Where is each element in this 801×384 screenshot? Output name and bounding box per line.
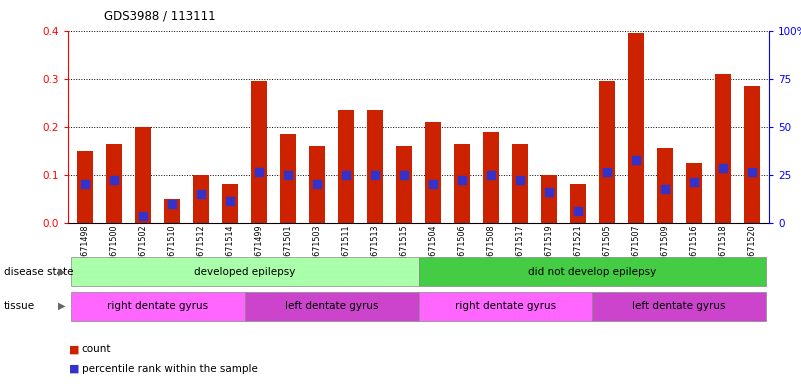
Text: GDS3988 / 113111: GDS3988 / 113111 [104, 10, 215, 23]
Bar [541, 175, 557, 223]
Point [79, 181, 92, 187]
Point [745, 169, 758, 175]
Bar [252, 81, 268, 223]
Bar [193, 175, 209, 223]
Bar [570, 184, 586, 223]
Point [427, 181, 440, 187]
Bar [743, 86, 759, 223]
Point [340, 172, 352, 178]
Text: disease state: disease state [4, 266, 74, 277]
Text: tissue: tissue [4, 301, 35, 311]
Text: developed epilepsy: developed epilepsy [194, 266, 296, 277]
Text: left dentate gyrus: left dentate gyrus [285, 301, 378, 311]
Point [542, 189, 555, 195]
Point [630, 157, 642, 164]
Point [687, 179, 700, 185]
Text: count: count [82, 344, 111, 354]
Bar [164, 199, 180, 223]
Point [223, 198, 236, 204]
Point [571, 208, 584, 214]
Text: ▶: ▶ [58, 301, 66, 311]
Bar [714, 74, 731, 223]
Point [282, 172, 295, 178]
Bar [512, 144, 528, 223]
Bar [135, 127, 151, 223]
Point [456, 177, 469, 183]
Bar [107, 144, 123, 223]
Bar [483, 131, 499, 223]
Text: right dentate gyrus: right dentate gyrus [455, 301, 556, 311]
Text: left dentate gyrus: left dentate gyrus [633, 301, 726, 311]
Bar [280, 134, 296, 223]
Point [601, 169, 614, 175]
Point [716, 164, 729, 170]
Bar [628, 33, 644, 223]
Text: ■: ■ [69, 364, 79, 374]
Bar [223, 184, 238, 223]
Point [658, 186, 671, 192]
Text: ■: ■ [69, 344, 79, 354]
Text: did not develop epilepsy: did not develop epilepsy [528, 266, 656, 277]
Bar [425, 122, 441, 223]
Point [397, 172, 410, 178]
Point [253, 169, 266, 175]
Point [195, 191, 207, 197]
Bar [396, 146, 412, 223]
Point [311, 181, 324, 187]
Point [137, 212, 150, 218]
Point [485, 172, 497, 178]
Bar [309, 146, 325, 223]
Bar [454, 144, 470, 223]
Text: right dentate gyrus: right dentate gyrus [107, 301, 208, 311]
Point [368, 172, 381, 178]
Text: percentile rank within the sample: percentile rank within the sample [82, 364, 258, 374]
Text: ▶: ▶ [58, 266, 66, 277]
Bar [599, 81, 614, 223]
Point [166, 200, 179, 207]
Bar [338, 110, 354, 223]
Bar [367, 110, 383, 223]
Point [513, 177, 526, 183]
Bar [686, 163, 702, 223]
Bar [657, 148, 673, 223]
Bar [78, 151, 94, 223]
Point [108, 177, 121, 183]
